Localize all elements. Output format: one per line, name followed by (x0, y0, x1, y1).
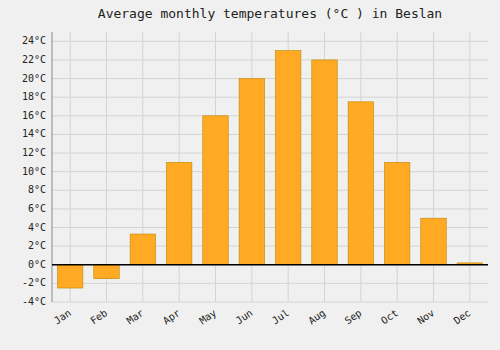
x-tick-label: Nov (415, 307, 436, 326)
x-tick-label: Oct (379, 307, 400, 326)
background (0, 0, 500, 350)
x-tick-label: Aug (306, 307, 327, 326)
title: Average monthly temperatures (°C ) in Be… (98, 6, 442, 21)
bar (421, 218, 446, 265)
x-grid-line (106, 32, 107, 302)
x-tick-label: Jul (270, 307, 291, 326)
y-tick-label: 4°C (28, 222, 46, 233)
bar (57, 265, 82, 288)
x-grid-line (70, 32, 71, 302)
x-tick-label: Feb (88, 307, 109, 326)
y-grid-line (52, 302, 488, 303)
y-grid-line (52, 283, 488, 284)
y-tick-label: 20°C (22, 73, 46, 84)
y-tick-label: 12°C (22, 147, 46, 158)
y-tick-label: 6°C (28, 203, 46, 214)
y-grid-line (52, 41, 488, 42)
y-grid-line (52, 115, 488, 116)
zero-line (52, 264, 488, 266)
y-tick-label: -2°C (22, 277, 46, 288)
y-grid-line (52, 59, 488, 60)
y-grid-line (52, 208, 488, 209)
y-tick-label: 0°C (28, 259, 46, 270)
y-grid-line (52, 171, 488, 172)
y-tick-label: -4°C (22, 296, 46, 307)
y-tick-label: 14°C (22, 128, 46, 139)
bar (166, 162, 191, 264)
x-tick-label: Jan (52, 307, 73, 326)
bar (130, 234, 155, 265)
y-grid-line (52, 190, 488, 191)
x-grid-line (469, 32, 470, 302)
y-axis-line (52, 32, 53, 302)
y-tick-label: 2°C (28, 240, 46, 251)
y-tick-label: 16°C (22, 110, 46, 121)
bar (275, 51, 300, 265)
y-tick-label: 18°C (22, 91, 46, 102)
bar (312, 60, 337, 265)
y-tick-label: 24°C (22, 35, 46, 46)
bars (57, 51, 482, 288)
y-grid-line (52, 134, 488, 135)
x-tick-label: Dec (452, 307, 473, 326)
y-grid-line (52, 78, 488, 79)
y-tick-label: 8°C (28, 184, 46, 195)
chart-container: -4°C -2°C 0°C 2°C 4°C 6°C 8°C 10°C 12°C 14°C 16°C 1… (0, 0, 500, 350)
bar (239, 79, 264, 265)
x-tick-label: Apr (161, 307, 182, 326)
bar (348, 102, 373, 265)
x-tick-label: Jun (234, 307, 255, 326)
bar (384, 162, 409, 264)
x-tick-label: May (197, 307, 218, 326)
y-grid-line (52, 97, 488, 98)
bar (203, 116, 228, 265)
y-tick-label: 10°C (22, 166, 46, 177)
bar (94, 265, 119, 279)
x-tick-label: Sep (343, 307, 364, 326)
y-grid-line (52, 264, 488, 265)
grid (52, 32, 488, 302)
y-grid-line (52, 153, 488, 154)
y-tick-label: 22°C (22, 54, 46, 65)
x-tick-label: Mar (125, 307, 146, 326)
chart: -4°C -2°C 0°C 2°C 4°C 6°C 8°C 10°C 12°C 14°C 16°C 1… (0, 0, 500, 350)
